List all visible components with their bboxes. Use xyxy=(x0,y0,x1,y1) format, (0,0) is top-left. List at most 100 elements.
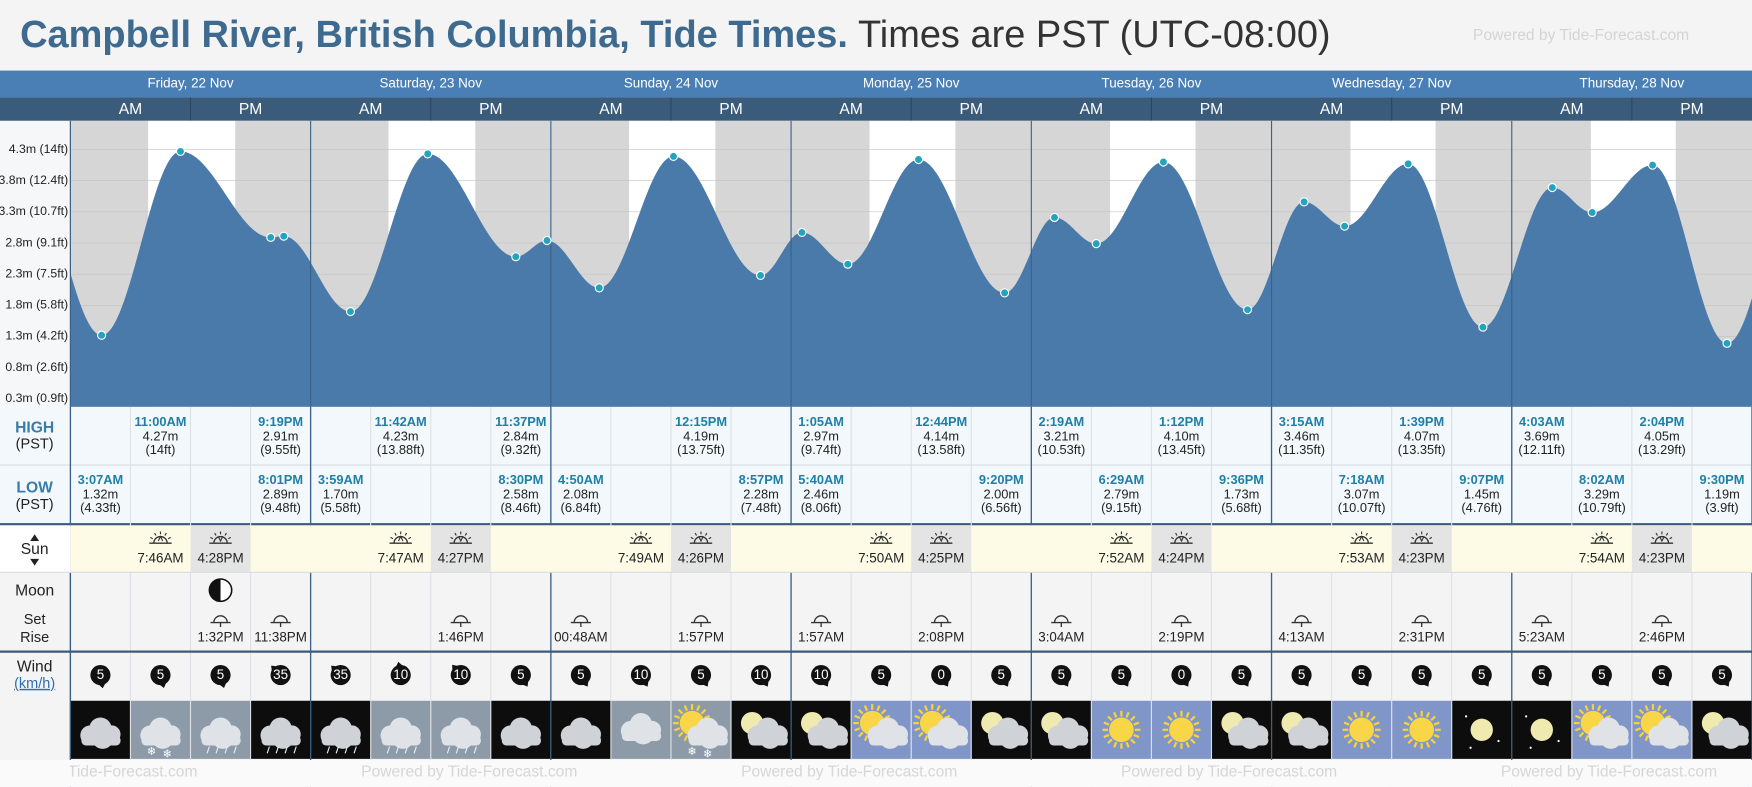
ray xyxy=(1128,536,1132,540)
wind-speed: 10 xyxy=(754,667,769,682)
ray xyxy=(1429,536,1433,540)
tide-time: 2:19AM xyxy=(1039,414,1085,429)
moon-half xyxy=(1174,615,1189,623)
wind-circle xyxy=(690,665,712,686)
wind-speed: 5 xyxy=(1058,667,1065,682)
weather-icon xyxy=(1031,700,1091,759)
moon-phase-dark xyxy=(209,578,221,602)
title: Campbell River, British Columbia, Tide T… xyxy=(20,14,848,56)
sun-ray xyxy=(683,705,688,712)
moon-rise-icon xyxy=(811,615,832,628)
day-label: Sunday, 24 Nov xyxy=(624,76,719,91)
sun-ray xyxy=(1578,731,1585,738)
sun-ray xyxy=(1634,714,1642,720)
am-label: AM xyxy=(1560,101,1583,118)
tide-feet: (9.74ft) xyxy=(801,442,842,457)
sun-ray xyxy=(677,731,684,738)
ray xyxy=(210,536,214,540)
sun-ray xyxy=(1407,738,1413,745)
sunrise-icon xyxy=(1590,531,1614,544)
wind-circle xyxy=(90,665,111,686)
am-label: AM xyxy=(599,101,622,118)
sun-arrow xyxy=(878,535,884,542)
moon-time: 1:57PM xyxy=(678,630,724,645)
powered-by-footer: Powered by Tide-Forecast.com xyxy=(1501,763,1717,780)
sun-ray xyxy=(1163,733,1170,739)
tide-point xyxy=(1091,239,1101,249)
wind-speed: 5 xyxy=(998,667,1005,682)
raindrop xyxy=(233,746,237,754)
tide-point xyxy=(1478,322,1488,332)
tide-time: 4:50AM xyxy=(558,472,604,487)
raindrop xyxy=(206,746,210,754)
tide-height: 2.91m xyxy=(263,428,299,443)
sunset-icon xyxy=(1410,531,1433,544)
wind-circle xyxy=(1171,665,1192,686)
ray xyxy=(1605,532,1609,536)
tide-time: 2:04PM xyxy=(1639,414,1684,429)
sun-ray xyxy=(1638,731,1645,738)
ray xyxy=(1188,536,1192,540)
wind-speed: 0 xyxy=(937,667,944,682)
sun-ray xyxy=(1185,711,1190,718)
wind-speed: 0 xyxy=(1178,667,1185,682)
moon-disc xyxy=(1470,718,1493,741)
wind-speed: 5 xyxy=(1538,667,1545,682)
sun-ray xyxy=(1343,733,1350,739)
moon-set-icon xyxy=(931,615,952,628)
moon-rise-icon xyxy=(1291,615,1312,628)
tide-point xyxy=(755,270,766,280)
sunrise-icon xyxy=(629,531,653,544)
sun-ray xyxy=(1664,714,1671,720)
wind-circle xyxy=(1111,665,1132,686)
ray xyxy=(1125,532,1128,536)
sun-ray xyxy=(1413,711,1418,718)
sun-ray xyxy=(1373,721,1380,726)
sun-ray xyxy=(1644,705,1649,712)
ray xyxy=(1175,532,1178,536)
raindrop xyxy=(326,746,331,754)
cloud-base xyxy=(1649,735,1689,746)
wind-speed: 5 xyxy=(1118,667,1125,682)
wind-circle xyxy=(1651,665,1672,686)
day-label: Monday, 25 Nov xyxy=(863,76,960,91)
sun-ray xyxy=(1130,738,1136,745)
sunset-time: 4:24PM xyxy=(1158,550,1204,565)
wind-circle xyxy=(330,665,351,686)
moon-set-icon xyxy=(450,615,471,628)
moon-time: 4:13AM xyxy=(1278,630,1324,645)
ray xyxy=(154,532,157,536)
am-label: AM xyxy=(359,101,382,118)
sun-ray xyxy=(1125,711,1130,718)
tide-feet: (10.53ft) xyxy=(1037,442,1085,457)
y-tick-label: 2.8m (9.1ft) xyxy=(5,235,68,249)
y-tick-label: 3.8m (12.4ft) xyxy=(0,173,68,187)
sun-up-arrow xyxy=(30,534,40,541)
y-tick-label: 3.3m (10.7ft) xyxy=(0,204,68,218)
sunset-time: 4:25PM xyxy=(918,550,964,565)
tide-height: 2.00m xyxy=(983,487,1019,502)
low-tz: (PST) xyxy=(16,497,54,513)
tide-height: 1.45m xyxy=(1464,487,1500,502)
sun-ray xyxy=(1365,711,1370,718)
day-label: Thursday, 28 Nov xyxy=(1580,76,1685,91)
moon-time: 5:23AM xyxy=(1519,630,1565,645)
wind-circle xyxy=(510,665,531,686)
wind-unit-link[interactable]: (km/h) xyxy=(14,676,55,692)
weather-icon xyxy=(311,700,371,759)
raindrop xyxy=(293,746,297,754)
wind-speed: 5 xyxy=(697,667,704,682)
sun-ray xyxy=(700,708,707,715)
moon-time: 3:04AM xyxy=(1038,630,1084,645)
moon-half xyxy=(453,615,469,623)
ray xyxy=(1369,536,1373,540)
tide-time: 8:30PM xyxy=(498,472,543,487)
ray xyxy=(885,532,888,536)
moon-time: 2:31PM xyxy=(1399,630,1445,645)
raindrop xyxy=(464,746,469,754)
wind-marker: 0 xyxy=(1171,665,1192,687)
moon-rise-icon xyxy=(1531,615,1552,628)
y-tick-label: 1.3m (4.2ft) xyxy=(5,329,68,343)
tide-point xyxy=(542,235,552,246)
star xyxy=(1469,746,1472,749)
